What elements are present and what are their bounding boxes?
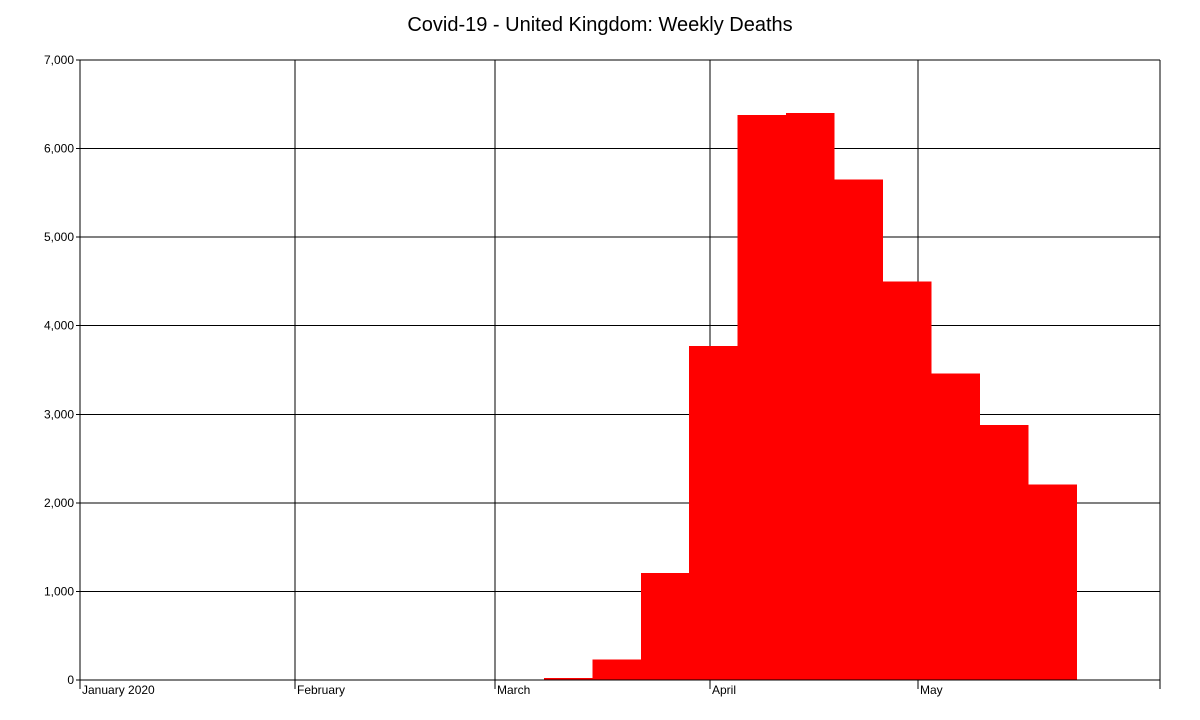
y-tick-label: 0 [67, 673, 74, 687]
bar [834, 179, 884, 681]
bar [980, 424, 1029, 680]
bar [689, 346, 738, 680]
y-tick-label: 7,000 [44, 53, 74, 67]
y-tick-label: 4,000 [44, 319, 74, 333]
bar [1028, 484, 1077, 680]
axis-layer [76, 59, 1160, 681]
bars-layer [543, 113, 1077, 681]
x-tick-label: March [497, 683, 530, 697]
y-tick-label: 6,000 [44, 142, 74, 156]
y-tick-label: 1,000 [44, 584, 74, 598]
bar [786, 113, 835, 680]
x-tick-label: January 2020 [82, 683, 155, 697]
y-tick-label: 5,000 [44, 230, 74, 244]
x-tick-label: February [297, 683, 345, 697]
bar [543, 678, 593, 680]
x-tick-label: May [920, 683, 943, 697]
chart-title: Covid-19 - United Kingdom: Weekly Deaths [407, 14, 793, 36]
y-tick-label: 2,000 [44, 496, 74, 510]
bar [737, 114, 787, 680]
bar [883, 281, 932, 680]
x-tick-label: April [712, 683, 736, 697]
labels-layer: 0 1,000 2,000 3,000 4,000 5,000 6,000 7,000 Janu… [44, 53, 943, 697]
bar [931, 373, 980, 680]
bar [592, 659, 641, 680]
bar [640, 572, 690, 680]
y-tick-label: 3,000 [44, 407, 74, 421]
